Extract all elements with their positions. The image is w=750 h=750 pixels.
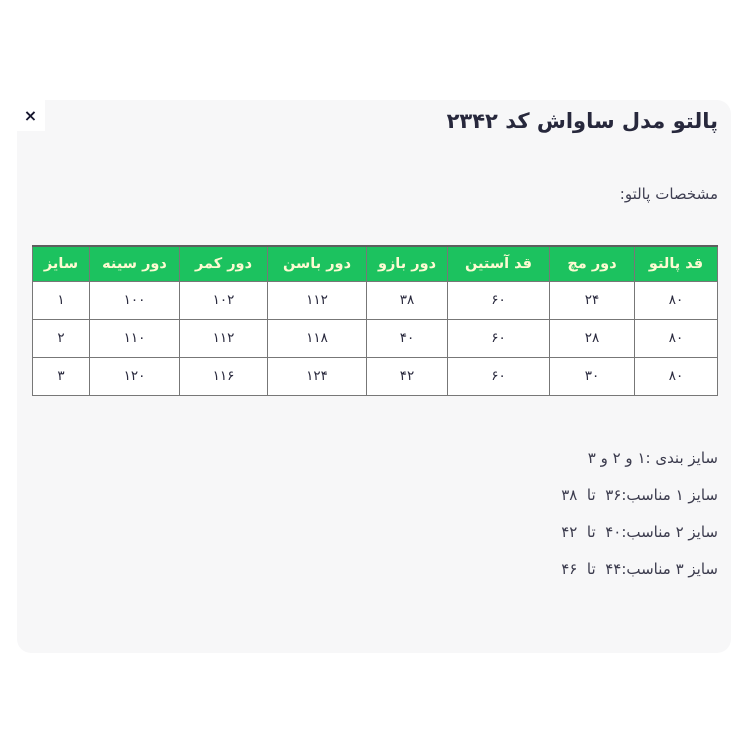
table-cell: ۴۲ [366, 356, 448, 396]
table-cell: ۲۴ [549, 280, 635, 320]
table-cell: ۱۲۴ [267, 356, 367, 396]
column-header: قد پالتو [634, 245, 718, 282]
table-cell: ۱۲۰ [89, 356, 180, 396]
table-cell: ۸۰ [634, 280, 718, 320]
size-table-body: ۸۰ ۲۴ ۶۰ ۳۸ ۱۱۲ ۱۰۲ ۱۰۰ ۱ ۸۰ ۲۸ ۶۰ ۴۰ ۱۱۸ ۱۱۲ ۱۱۰ ۲ ۸۰ ۳۰… [32, 280, 718, 396]
column-header: قد آستین [447, 245, 550, 282]
table-row: ۸۰ ۲۸ ۶۰ ۴۰ ۱۱۸ ۱۱۲ ۱۱۰ ۲ [32, 318, 718, 358]
column-header: دور بازو [366, 245, 448, 282]
table-cell: ۶۰ [447, 356, 550, 396]
table-cell: ۸۰ [634, 318, 718, 358]
size-table-header-row: قد پالتو دور مچ قد آستین دور بازو دور باسن دو… [32, 245, 718, 282]
column-header: سایز [32, 245, 90, 282]
column-header: دور باسن [267, 245, 367, 282]
column-header: دور مچ [549, 245, 635, 282]
table-cell: ۱۱۶ [179, 356, 268, 396]
table-cell: ۲۸ [549, 318, 635, 358]
size-note-overall: سایز بندی :۱ و ۲ و ۳ [587, 449, 718, 467]
table-cell: ۱۰۰ [89, 280, 180, 320]
column-header: دور سینه [89, 245, 180, 282]
size-note-1: سایز ۱ مناسب:۳۶ تا ۳۸ [561, 486, 718, 504]
table-cell: ۱۱۲ [267, 280, 367, 320]
size-table-head: قد پالتو دور مچ قد آستین دور بازو دور باسن دو… [32, 245, 718, 282]
table-cell: ۶۰ [447, 318, 550, 358]
table-cell: ۱۱۲ [179, 318, 268, 358]
table-row: ۸۰ ۲۴ ۶۰ ۳۸ ۱۱۲ ۱۰۲ ۱۰۰ ۱ [32, 280, 718, 320]
specs-label: مشخصات پالتو: [619, 185, 718, 203]
table-cell: ۶۰ [447, 280, 550, 320]
size-note-3: سایز ۳ مناسب:۴۴ تا ۴۶ [561, 560, 718, 578]
table-cell: ۲ [32, 318, 90, 358]
table-cell: ۳ [32, 356, 90, 396]
table-cell: ۳۰ [549, 356, 635, 396]
table-cell: ۱ [32, 280, 90, 320]
table-row: ۸۰ ۳۰ ۶۰ ۴۲ ۱۲۴ ۱۱۶ ۱۲۰ ۳ [32, 356, 718, 396]
table-cell: ۱۱۸ [267, 318, 367, 358]
table-cell: ۸۰ [634, 356, 718, 396]
product-specs-panel: پالتو مدل ساواش کد ۲۳۴۲ مشخصات پالتو: قد… [17, 100, 731, 653]
close-icon: × [23, 105, 38, 125]
table-cell: ۱۰۲ [179, 280, 268, 320]
column-header: دور کمر [179, 245, 268, 282]
table-cell: ۴۰ [366, 318, 448, 358]
table-cell: ۱۱۰ [89, 318, 180, 358]
product-title: پالتو مدل ساواش کد ۲۳۴۲ [446, 109, 718, 133]
size-table: قد پالتو دور مچ قد آستین دور بازو دور باسن دو… [32, 245, 718, 396]
size-notes: سایز بندی :۱ و ۲ و ۳ سایز ۱ مناسب:۳۶ تا … [30, 440, 718, 588]
table-cell: ۳۸ [366, 280, 448, 320]
size-note-2: سایز ۲ مناسب:۴۰ تا ۴۲ [561, 523, 718, 541]
close-button[interactable]: × [16, 100, 45, 131]
